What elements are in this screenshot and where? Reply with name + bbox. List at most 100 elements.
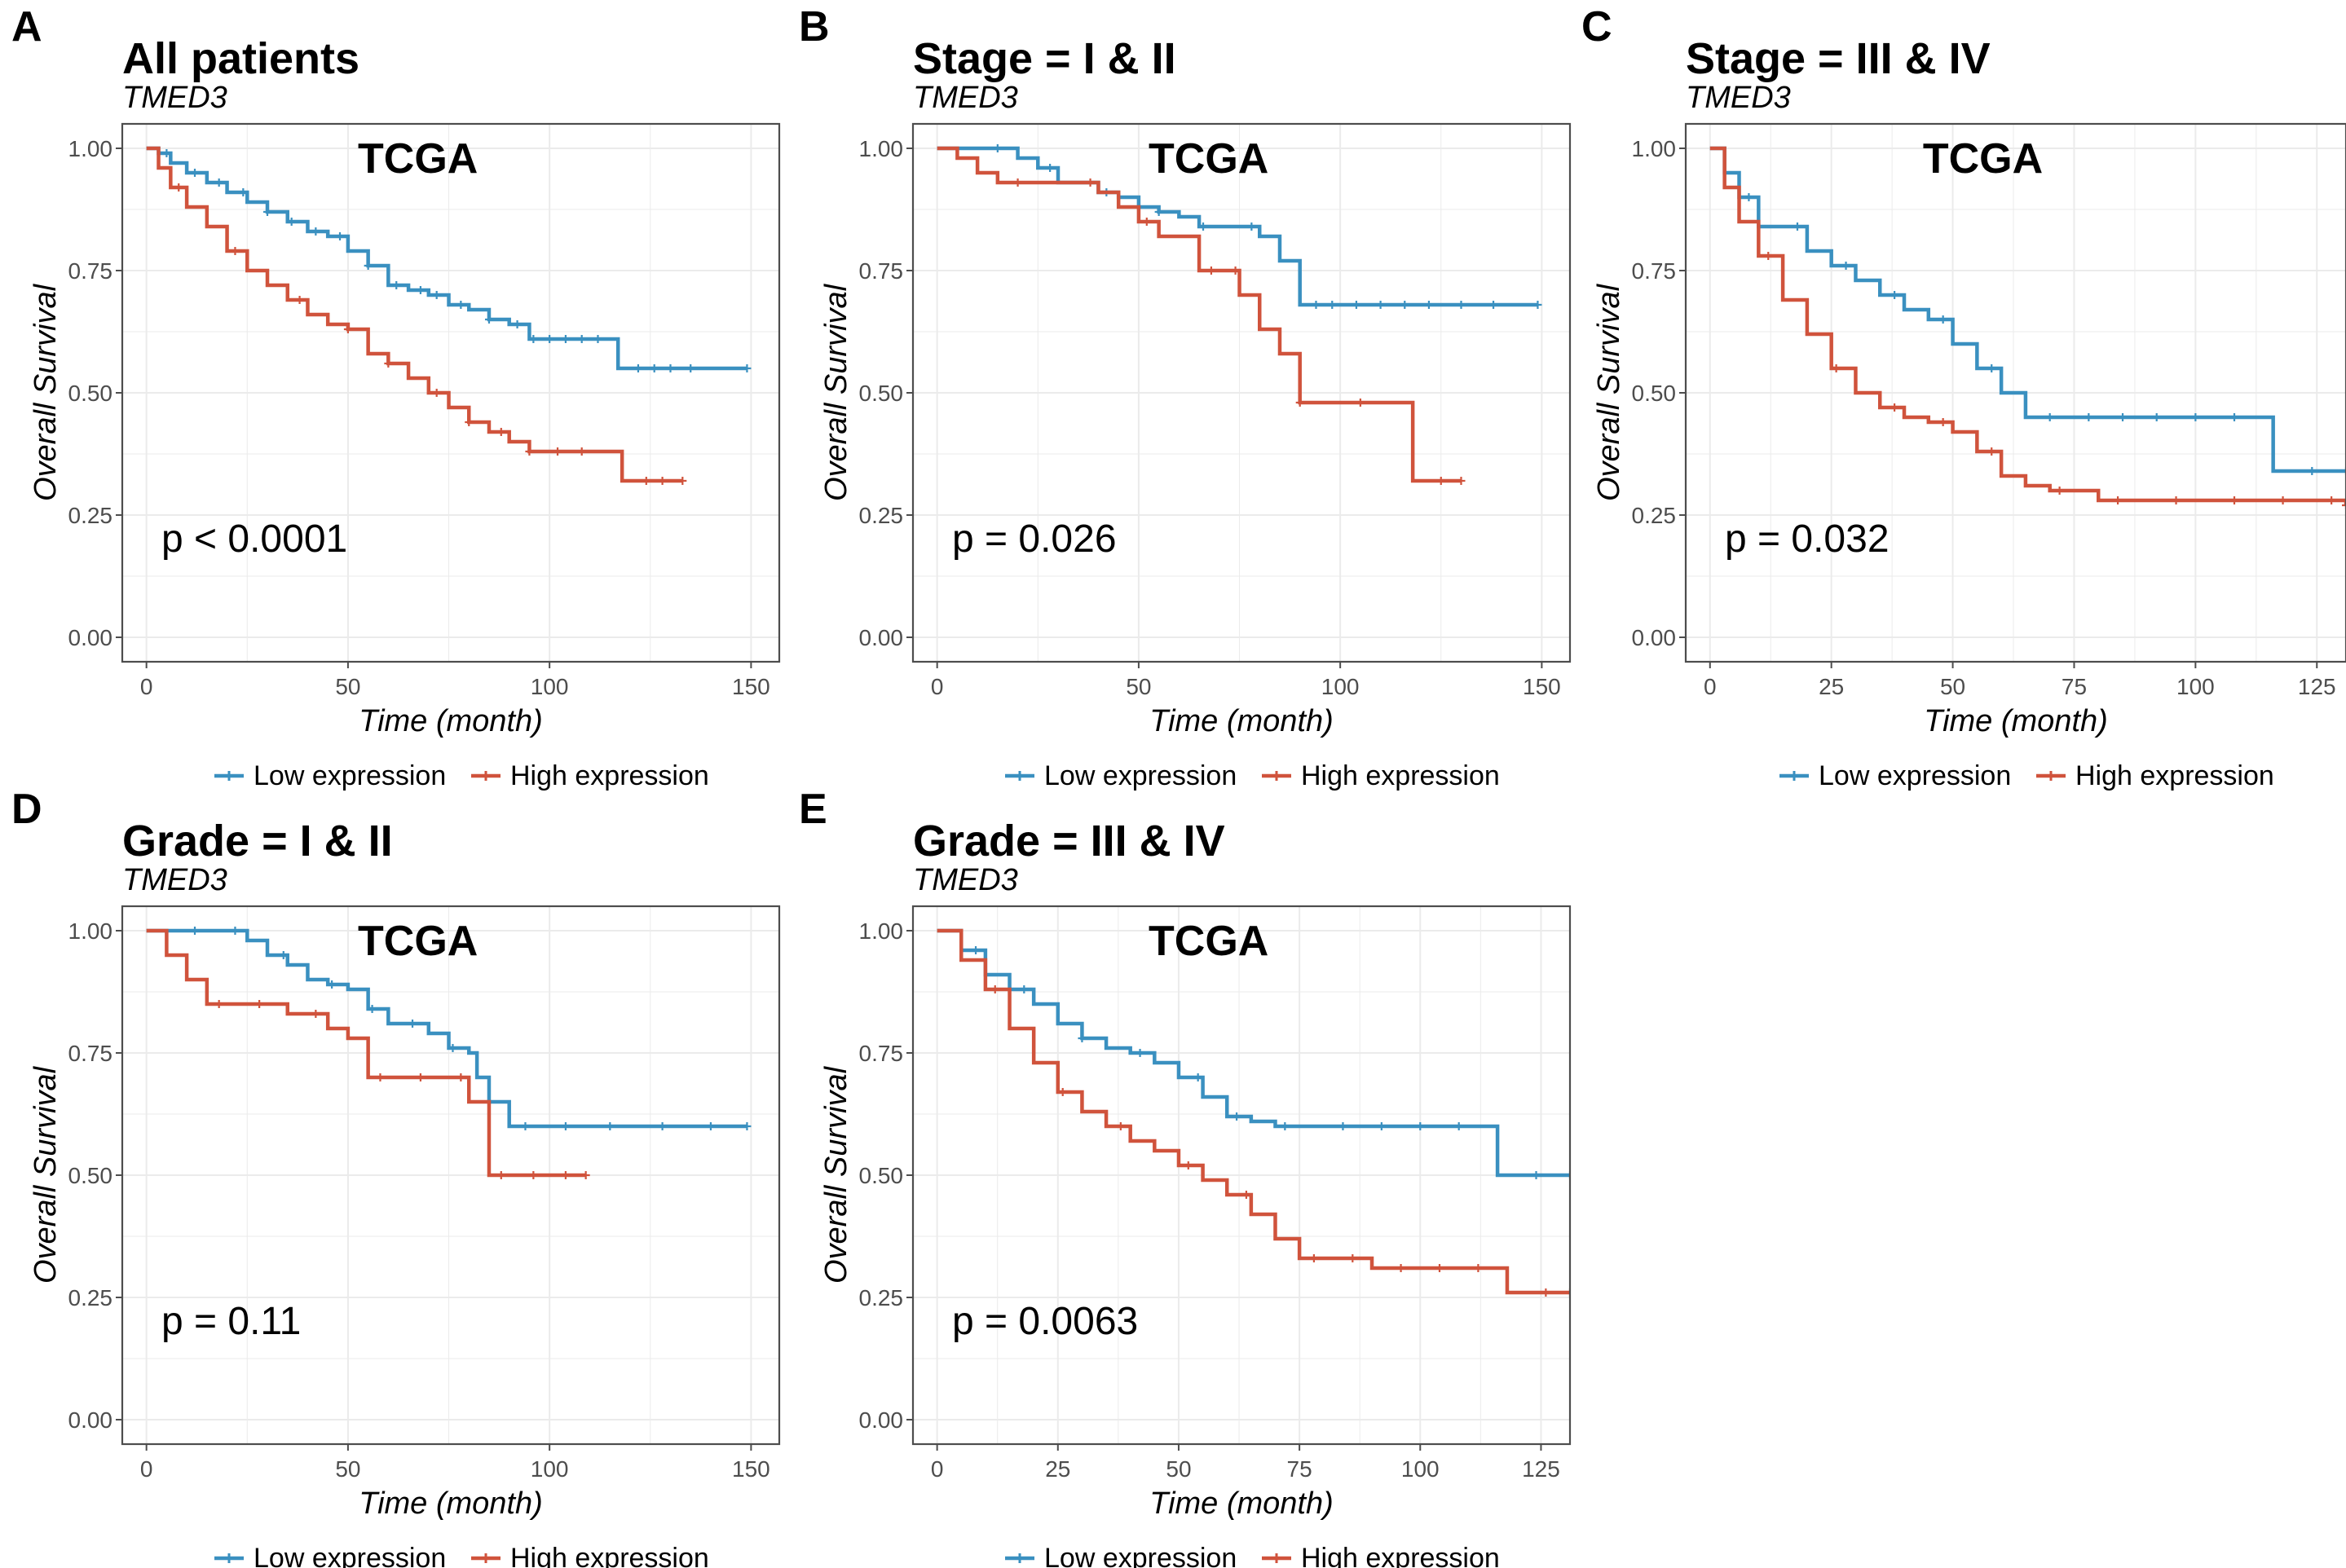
censor-mark	[1396, 1264, 1405, 1272]
censor-mark	[2045, 413, 2054, 421]
censor-mark	[1281, 1122, 1290, 1130]
panel-title: Stage = I & II	[913, 34, 1176, 83]
panel-title: Grade = I & II	[122, 817, 393, 865]
legend-label-high: High expression	[2075, 760, 2274, 791]
censor-mark	[1832, 364, 1841, 372]
censor-mark	[239, 188, 248, 196]
censor-mark	[1046, 164, 1055, 172]
censor-mark	[364, 262, 373, 270]
censor-mark	[561, 335, 570, 343]
x-tick-label: 50	[1940, 674, 1965, 699]
y-tick-label: 1.00	[1632, 136, 1677, 161]
censor-mark	[2230, 413, 2239, 421]
series-line-low	[937, 146, 1538, 307]
censor-mark	[706, 1122, 715, 1130]
x-tick-label: 50	[1126, 674, 1151, 699]
censor-mark	[1457, 477, 1466, 485]
x-tick-label: 150	[732, 674, 770, 699]
censor-mark	[650, 364, 659, 372]
censor-mark	[1416, 1122, 1425, 1130]
legend-label-high: High expression	[1301, 760, 1500, 791]
y-tick-label: 1.00	[859, 136, 904, 161]
series-line-high	[146, 928, 586, 1178]
legend: Low expression High expression	[214, 1543, 709, 1568]
dataset-annotation: TCGA	[358, 135, 478, 183]
censor-mark	[328, 980, 337, 989]
censor-mark	[496, 1171, 505, 1179]
censor-mark	[496, 428, 505, 436]
censor-mark	[1938, 315, 1947, 324]
censor-mark	[561, 1171, 570, 1179]
panel-subtitle: TMED3	[122, 81, 227, 115]
y-tick-label: 0.25	[68, 503, 113, 528]
x-tick-label: 100	[531, 1456, 569, 1482]
panel-d: 0.00 0.25 0.50 0.75 1.00 0 50 100 150 Time (month…	[11, 786, 781, 1568]
censor-mark	[1078, 1034, 1087, 1042]
x-tick-label: 75	[1287, 1456, 1312, 1482]
censor-mark	[2342, 501, 2346, 509]
censor-mark	[1328, 301, 1337, 309]
censor-mark	[545, 335, 554, 343]
censor-mark	[1841, 262, 1850, 270]
curves	[146, 146, 752, 485]
dataset-annotation: TCGA	[1149, 918, 1268, 965]
censor-mark	[525, 447, 534, 456]
censor-mark	[456, 1073, 465, 1081]
censor-mark	[336, 232, 345, 240]
censor-mark	[529, 1171, 538, 1179]
y-axis-title: Overall Survival	[29, 283, 63, 501]
series-line-high	[937, 146, 1462, 483]
censor-mark	[311, 227, 320, 236]
censor-mark	[432, 291, 441, 299]
y-tick-label: 1.00	[859, 918, 904, 944]
censor-mark	[972, 946, 981, 954]
censor-mark	[1793, 222, 1801, 231]
panel-e: 0.00 0.25 0.50 0.75 1.00 0 25 50 75 100 125 Time (m…	[799, 786, 1572, 1568]
censor-mark	[174, 183, 183, 192]
y-axis-title: Overall Survival	[819, 1065, 853, 1284]
censor-mark	[581, 1171, 590, 1179]
x-tick-label: 25	[1045, 1456, 1070, 1482]
censor-mark	[1400, 301, 1409, 309]
censor-mark	[633, 364, 642, 372]
censor-mark	[311, 1010, 320, 1018]
y-tick-label: 0.50	[68, 1163, 113, 1188]
censor-mark	[214, 178, 223, 187]
series-line-high	[1709, 146, 2346, 505]
legend-label-high: High expression	[1301, 1543, 1500, 1568]
censor-mark	[1348, 1254, 1357, 1262]
censor-mark	[990, 985, 999, 993]
legend-label-high: High expression	[510, 760, 709, 791]
censor-mark	[1938, 418, 1947, 426]
censor-mark	[2055, 487, 2064, 495]
y-tick-label: 0.50	[859, 1163, 904, 1188]
x-axis-title: Time (month)	[1924, 704, 2108, 738]
censor-mark	[1566, 1288, 1570, 1297]
censor-mark	[1116, 1122, 1125, 1130]
censor-mark	[1376, 301, 1385, 309]
y-tick-label: 0.00	[859, 625, 904, 650]
legend-label-low: Low expression	[1044, 1543, 1237, 1568]
censor-mark	[553, 447, 562, 456]
censor-mark	[1987, 447, 1996, 456]
panel-subtitle: TMED3	[913, 863, 1018, 897]
y-tick-label: 0.50	[1632, 381, 1677, 406]
censor-mark	[1241, 1191, 1250, 1199]
x-tick-label: 0	[1704, 674, 1717, 699]
censor-mark	[1744, 193, 1753, 201]
censor-mark	[1142, 218, 1151, 226]
censor-mark	[231, 927, 240, 935]
censor-mark	[1566, 1171, 1570, 1179]
x-axis-title: Time (month)	[359, 704, 543, 738]
legend-label-high: High expression	[510, 1543, 709, 1568]
y-tick-label: 1.00	[68, 136, 113, 161]
censor-mark	[1377, 1122, 1386, 1130]
censor-mark	[1013, 178, 1022, 187]
censor-mark	[1020, 985, 1029, 993]
x-tick-label: 150	[1523, 674, 1561, 699]
x-tick-label: 25	[1819, 674, 1844, 699]
panel-label: D	[11, 786, 42, 833]
x-tick-label: 50	[335, 674, 360, 699]
censor-mark	[743, 1122, 752, 1130]
